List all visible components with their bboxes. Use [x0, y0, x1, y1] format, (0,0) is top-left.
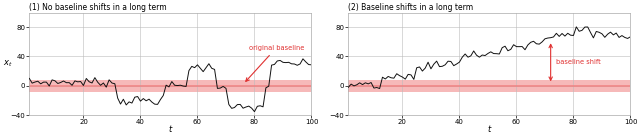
Text: (1) No baseline shifts in a long term: (1) No baseline shifts in a long term: [29, 3, 167, 12]
Y-axis label: $x_t$: $x_t$: [3, 58, 12, 69]
Text: original baseline: original baseline: [246, 45, 304, 81]
Bar: [29, 80, 312, 92]
Text: baseline shift: baseline shift: [556, 59, 601, 65]
X-axis label: t: t: [169, 125, 172, 134]
Bar: [348, 80, 630, 92]
Text: (2) Baseline shifts in a long term: (2) Baseline shifts in a long term: [348, 3, 474, 12]
X-axis label: t: t: [488, 125, 491, 134]
